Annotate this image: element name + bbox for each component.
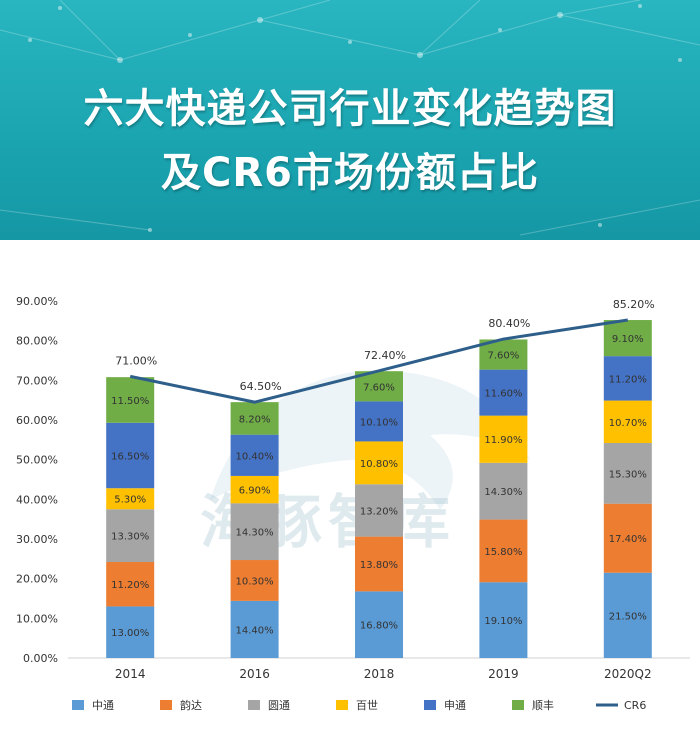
page-title-line-2: 及CR6市场份额占比 — [161, 150, 539, 196]
chart-panel: 海豚智库 0.00% 10.00% 20.00% 30.00% 40.00% 50.00%… — [0, 240, 700, 741]
bar-segment — [479, 519, 528, 583]
bar-data-label: 11.90% — [484, 435, 522, 446]
bar-data-label: 10.10% — [360, 417, 398, 428]
legend-label: 韵达 — [180, 698, 202, 712]
bar-segment — [106, 606, 155, 658]
bar-segment — [230, 475, 279, 504]
bar-segment — [479, 582, 528, 658]
bar-data-label: 7.60% — [363, 382, 395, 393]
bar-segment — [106, 488, 155, 510]
bar-data-label: 7.60% — [488, 351, 520, 362]
bar-segment — [106, 377, 155, 423]
bar-data-label: 10.80% — [360, 459, 398, 470]
bar-data-label: 10.30% — [236, 576, 274, 587]
bar-data-label: 11.60% — [484, 389, 522, 400]
legend-swatch — [424, 700, 436, 710]
legend-label: 申通 — [444, 699, 466, 712]
y-tick-label: 70.00% — [16, 374, 58, 387]
bar-segment — [603, 572, 652, 658]
bar-data-label: 11.20% — [609, 374, 647, 385]
bar-segment — [603, 503, 652, 573]
bar-data-label: 9.10% — [612, 334, 644, 345]
bar-segment — [355, 401, 403, 442]
cr6-data-label: 72.40% — [364, 349, 406, 362]
bar-segment — [106, 562, 155, 607]
cr6-data-label: 64.50% — [240, 380, 282, 393]
bar-segment — [479, 369, 528, 416]
bar-segment — [355, 536, 403, 592]
bar-data-label: 14.30% — [484, 487, 522, 498]
bar-data-label: 5.30% — [114, 495, 146, 506]
bar-data-label: 21.50% — [609, 611, 647, 622]
bar-data-label: 11.50% — [111, 396, 149, 407]
legend-swatch — [72, 700, 84, 710]
y-tick-label: 0.00% — [23, 652, 58, 665]
x-tick-label: 2018 — [364, 667, 395, 681]
legend-label: 圆通 — [268, 699, 290, 712]
y-tick-label: 30.00% — [16, 533, 58, 546]
legend-label: 中通 — [92, 699, 114, 712]
bar-data-label: 13.00% — [111, 628, 149, 639]
cr6-data-label: 71.00% — [115, 354, 157, 367]
bar-data-label: 10.70% — [609, 418, 647, 429]
bar-segment — [355, 441, 403, 485]
bar-data-label: 11.20% — [111, 580, 149, 591]
bar-segment — [106, 422, 155, 489]
bar-data-label: 10.40% — [236, 451, 274, 462]
bar-segment — [479, 415, 528, 463]
bar-data-label: 17.40% — [609, 534, 647, 545]
bar-data-label: 13.80% — [360, 560, 398, 571]
x-tick-label: 2014 — [115, 667, 146, 681]
bar-segment — [355, 591, 403, 658]
legend-label: CR6 — [624, 699, 646, 712]
bar-data-label: 14.40% — [236, 625, 274, 636]
y-tick-label: 20.00% — [16, 573, 58, 586]
legend-swatch — [160, 700, 172, 710]
y-tick-label: 50.00% — [16, 454, 58, 467]
bar-segment — [230, 600, 279, 658]
bar-segment — [230, 560, 279, 601]
y-tick-label: 80.00% — [16, 335, 58, 348]
network-pattern — [0, 0, 700, 236]
bar-segment — [230, 503, 279, 561]
legend-label: 百世 — [356, 699, 378, 712]
bar-data-label: 6.90% — [239, 486, 271, 497]
bar-segment — [603, 443, 652, 504]
bar-segment — [230, 402, 279, 435]
bar-data-label: 8.20% — [239, 414, 271, 425]
bar-data-label: 16.80% — [360, 621, 398, 632]
bar-data-label: 13.30% — [111, 532, 149, 543]
y-tick-label: 40.00% — [16, 493, 58, 506]
bar-segment — [230, 434, 279, 476]
legend-label: 顺丰 — [532, 699, 554, 712]
cr6-data-label: 80.40% — [488, 317, 530, 330]
x-tick-label: 2019 — [488, 667, 519, 681]
legend-swatch — [512, 700, 524, 710]
bar-segment — [106, 509, 155, 563]
bar-segment — [603, 356, 652, 401]
y-tick-label: 10.00% — [16, 612, 58, 625]
legend-swatch — [336, 700, 348, 710]
y-tick-label: 60.00% — [16, 414, 58, 427]
bar-data-label: 15.80% — [484, 547, 522, 558]
bar-data-label: 15.30% — [609, 469, 647, 480]
bar-segment — [355, 484, 403, 537]
bar-data-label: 14.30% — [236, 528, 274, 539]
cr6-line — [129, 318, 629, 404]
x-tick-label: 2016 — [239, 667, 270, 681]
bar-segment — [603, 400, 652, 444]
bar-data-label: 19.10% — [484, 616, 522, 627]
bar-segment — [479, 462, 528, 520]
page-title-line-1: 六大快递公司行业变化趋势图 — [83, 86, 617, 132]
bar-data-label: 16.50% — [111, 452, 149, 463]
stacked-bar-chart: 0.00% 10.00% 20.00% 30.00% 40.00% 50.00% 60.00… — [16, 295, 690, 712]
cr6-data-label: 85.20% — [613, 298, 655, 311]
bar-segment — [603, 320, 652, 357]
bar-data-label: 13.20% — [360, 506, 398, 517]
header-banner: 六大快递公司行业变化趋势图 及CR6市场份额占比 — [0, 0, 700, 240]
legend-swatch — [248, 700, 260, 710]
x-tick-label: 2020Q2 — [604, 667, 652, 681]
y-tick-label: 90.00% — [16, 295, 58, 308]
